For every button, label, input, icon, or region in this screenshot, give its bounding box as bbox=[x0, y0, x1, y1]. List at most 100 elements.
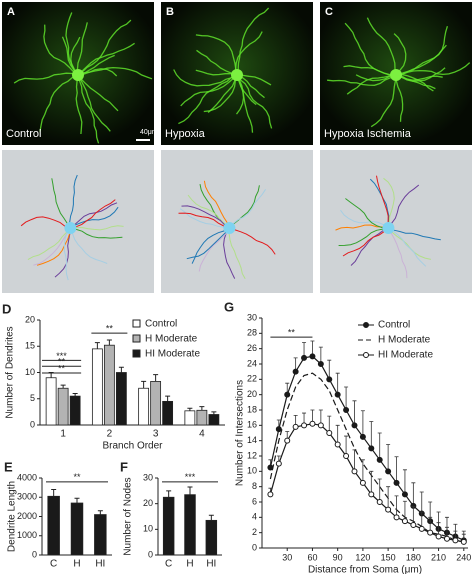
trace-soma bbox=[223, 222, 236, 234]
trace bbox=[70, 202, 118, 229]
dendrite bbox=[39, 74, 79, 132]
y-tick-label: 22 bbox=[247, 374, 257, 384]
trace bbox=[229, 227, 276, 255]
dendrite bbox=[77, 74, 100, 144]
bar bbox=[208, 414, 220, 426]
bar bbox=[184, 494, 196, 556]
marker bbox=[351, 422, 358, 429]
error-bar bbox=[386, 444, 391, 472]
error-bar bbox=[360, 459, 365, 483]
legend-label: HI Moderate bbox=[378, 350, 433, 361]
bar bbox=[94, 514, 107, 556]
error-bar bbox=[118, 366, 124, 373]
y-tick-label: 0 bbox=[30, 419, 35, 429]
x-tick-label: 150 bbox=[381, 552, 396, 562]
marker bbox=[359, 479, 366, 486]
trace bbox=[69, 227, 108, 264]
error-bar bbox=[402, 500, 407, 522]
legend-label: H Moderate bbox=[145, 334, 198, 345]
series-line bbox=[269, 423, 464, 543]
error-bar bbox=[97, 510, 103, 515]
error-bar bbox=[352, 400, 357, 426]
error-bar bbox=[187, 407, 193, 411]
dendrite bbox=[395, 67, 446, 82]
error-bar bbox=[377, 432, 382, 460]
error-bar bbox=[344, 435, 349, 456]
panel-letter: B bbox=[166, 6, 174, 18]
marker bbox=[309, 420, 316, 427]
error-bar bbox=[72, 393, 78, 397]
trace bbox=[387, 184, 420, 229]
y-tick-label: 6 bbox=[252, 496, 257, 506]
trace bbox=[228, 227, 246, 280]
marker bbox=[284, 391, 291, 398]
trace bbox=[369, 178, 390, 229]
dendrite bbox=[355, 74, 397, 82]
marker bbox=[359, 433, 366, 440]
bar bbox=[69, 395, 81, 426]
trace-soma bbox=[382, 222, 395, 234]
legend-swatch bbox=[132, 334, 141, 343]
soma bbox=[390, 69, 402, 81]
x-tick-label: 60 bbox=[307, 552, 317, 562]
dendrite bbox=[366, 17, 397, 76]
error-bar bbox=[402, 469, 407, 495]
image-caption: Hypoxia bbox=[165, 128, 206, 140]
y-tick-label: 18 bbox=[247, 404, 257, 414]
trace bbox=[70, 227, 123, 239]
y-tick-label: 30 bbox=[143, 472, 153, 482]
y-tick-label: 5 bbox=[30, 393, 35, 403]
dendrite bbox=[76, 22, 88, 76]
trace bbox=[54, 227, 71, 278]
marker bbox=[317, 422, 324, 429]
y-tick-label: 20 bbox=[143, 498, 153, 508]
error-bar bbox=[344, 386, 349, 410]
bar bbox=[45, 377, 57, 426]
bar bbox=[57, 387, 69, 426]
y-tick-label: 0 bbox=[252, 542, 257, 552]
dendrite bbox=[236, 7, 270, 76]
error-bar bbox=[106, 339, 112, 346]
bar bbox=[115, 372, 127, 426]
error-bar bbox=[419, 491, 424, 514]
y-tick-label: 20 bbox=[25, 314, 35, 324]
y-tick-label: 24 bbox=[247, 358, 257, 368]
y-tick-label: 8 bbox=[252, 481, 257, 491]
y-tick-label: 0 bbox=[32, 549, 37, 559]
marker bbox=[427, 529, 434, 536]
marker bbox=[326, 376, 333, 383]
x-tick-label: 210 bbox=[431, 552, 446, 562]
error-bar bbox=[153, 374, 159, 382]
trace bbox=[70, 199, 116, 229]
marker bbox=[275, 460, 282, 467]
trace bbox=[388, 227, 441, 241]
image-caption: Control bbox=[6, 128, 41, 140]
dendrite bbox=[13, 72, 79, 84]
marker bbox=[351, 468, 358, 475]
dendrite bbox=[395, 74, 436, 90]
x-tick-label: H bbox=[73, 559, 80, 570]
marker bbox=[275, 426, 282, 433]
dendrite bbox=[77, 42, 135, 76]
x-tick-label: C bbox=[50, 559, 57, 570]
marker bbox=[435, 533, 442, 540]
soma bbox=[72, 69, 84, 81]
error-bar bbox=[74, 497, 80, 504]
significance: *** bbox=[56, 351, 67, 361]
trace bbox=[345, 198, 389, 229]
marker bbox=[401, 518, 408, 525]
trace bbox=[223, 227, 236, 279]
dendrite bbox=[236, 74, 273, 129]
marker bbox=[267, 491, 274, 498]
y-tick-label: 2000 bbox=[17, 511, 37, 521]
bar bbox=[162, 496, 175, 556]
error-bar bbox=[211, 411, 217, 415]
trace bbox=[178, 212, 230, 229]
trace-panel bbox=[320, 150, 472, 293]
x-tick-label: HI bbox=[206, 559, 216, 570]
marker bbox=[334, 391, 341, 398]
error-bar bbox=[94, 342, 100, 349]
y-tick-label: 14 bbox=[247, 435, 257, 445]
marker bbox=[376, 499, 383, 505]
dendrite bbox=[393, 33, 407, 76]
